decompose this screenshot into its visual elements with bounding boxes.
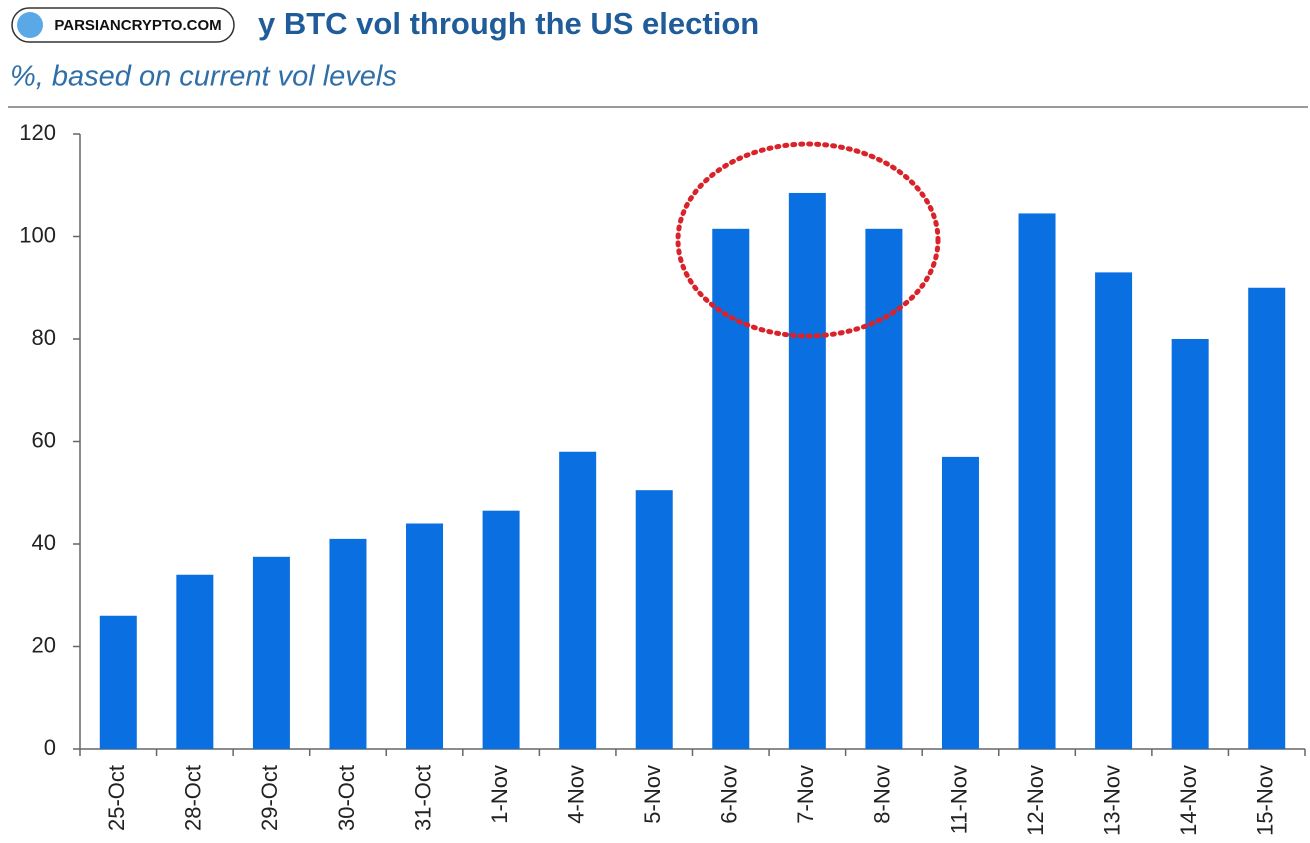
bar	[635, 490, 673, 749]
x-tick-label: 8-Nov	[870, 765, 895, 824]
bar	[788, 192, 826, 749]
x-tick-label: 29-Oct	[257, 765, 282, 831]
y-tick-label: 120	[19, 120, 56, 145]
x-tick-label: 15-Nov	[1253, 765, 1278, 836]
x-tick-label: 11-Nov	[946, 765, 971, 834]
y-tick-label: 0	[44, 735, 56, 760]
bar	[559, 451, 597, 749]
x-tick-label: 13-Nov	[1099, 765, 1124, 836]
bar	[1248, 287, 1286, 749]
y-tick-label: 60	[32, 427, 56, 452]
x-tick-label: 14-Nov	[1176, 765, 1201, 836]
bar	[329, 538, 367, 749]
x-tick-label: 31-Oct	[410, 765, 435, 831]
x-tick-label: 7-Nov	[793, 765, 818, 824]
watermark-badge	[11, 7, 235, 43]
x-tick-label: 25-Oct	[104, 765, 129, 831]
chart-subtitle: %, based on current vol levels	[10, 61, 397, 93]
bar	[406, 523, 444, 749]
bar	[176, 574, 214, 749]
bar	[1171, 339, 1209, 749]
y-tick-label: 40	[32, 530, 56, 555]
bar	[99, 615, 137, 749]
bar	[482, 510, 520, 749]
watermark-icon	[17, 12, 43, 38]
watermark: PARSIANCRYPTO.COM	[11, 7, 235, 43]
bar	[1018, 213, 1056, 749]
bar	[865, 228, 903, 749]
x-tick-label: 6-Nov	[717, 765, 742, 824]
x-tick-label: 1-Nov	[487, 765, 512, 824]
x-tick-label: 12-Nov	[1023, 765, 1048, 836]
x-tick-label: 4-Nov	[563, 765, 588, 824]
bar	[941, 456, 979, 749]
highlight-ellipse	[675, 141, 941, 339]
bar	[1095, 272, 1133, 749]
y-tick-label: 20	[32, 632, 56, 657]
y-tick-label: 100	[19, 222, 56, 247]
bar	[252, 556, 290, 749]
x-tick-label: 28-Oct	[181, 765, 206, 831]
y-tick-label: 80	[32, 325, 56, 350]
watermark-text: PARSIANCRYPTO.COM	[54, 17, 221, 34]
x-tick-label: 30-Oct	[334, 765, 359, 831]
x-tick-label: 5-Nov	[640, 765, 665, 824]
chart-title: y BTC vol through the US election	[258, 6, 759, 41]
